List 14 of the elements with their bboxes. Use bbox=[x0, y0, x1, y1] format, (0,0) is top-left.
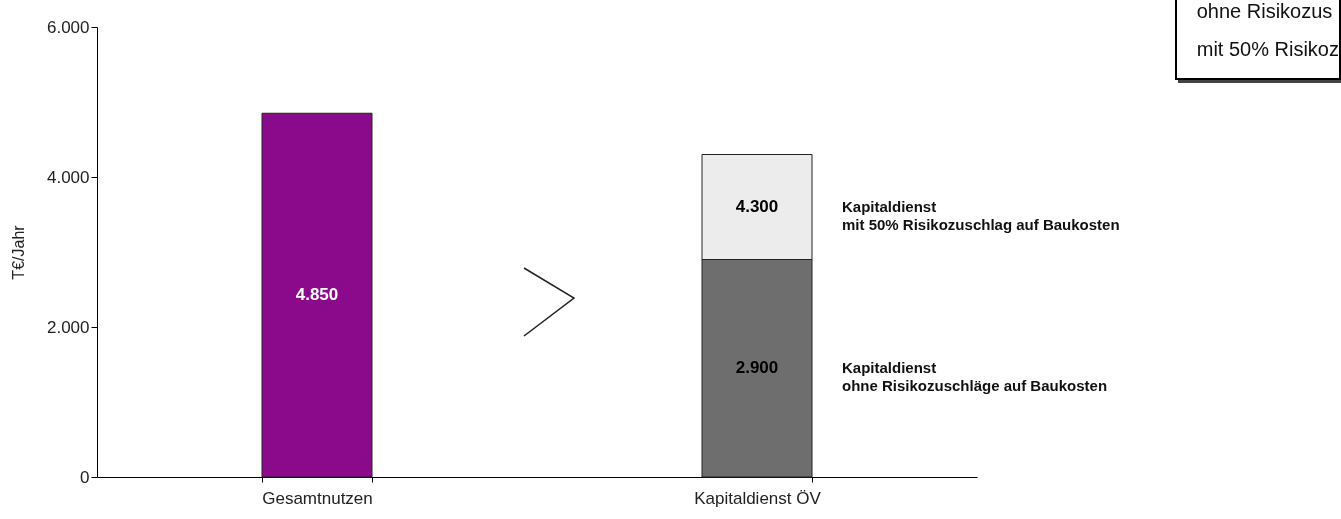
x-tick-label: Gesamtnutzen bbox=[262, 488, 373, 508]
total-label: 4.300 bbox=[735, 197, 779, 216]
y-tick-label: 6.000 bbox=[46, 17, 90, 37]
y-tick-label: 0 bbox=[80, 467, 90, 487]
y-axis-title: T€/Jahr bbox=[9, 224, 27, 280]
data-label: 2.900 bbox=[735, 358, 779, 378]
data-label: 4.850 bbox=[295, 285, 339, 305]
y-tick-label: 2.000 bbox=[46, 317, 90, 337]
series-label: Kapitaldienst ohne Risikozuschläge auf Baukosten bbox=[842, 359, 1108, 395]
text: mit 50% Risikoz bbox=[1196, 37, 1339, 62]
x-tick-label: Kapitaldienst ÖV bbox=[694, 488, 822, 508]
series-label: Kapitaldienst mit 50% Risikozuschlag auf Baukosten bbox=[842, 198, 1120, 233]
y-tick-label: 4.000 bbox=[46, 167, 90, 187]
text: ohne Risikozus bbox=[1196, 0, 1334, 24]
